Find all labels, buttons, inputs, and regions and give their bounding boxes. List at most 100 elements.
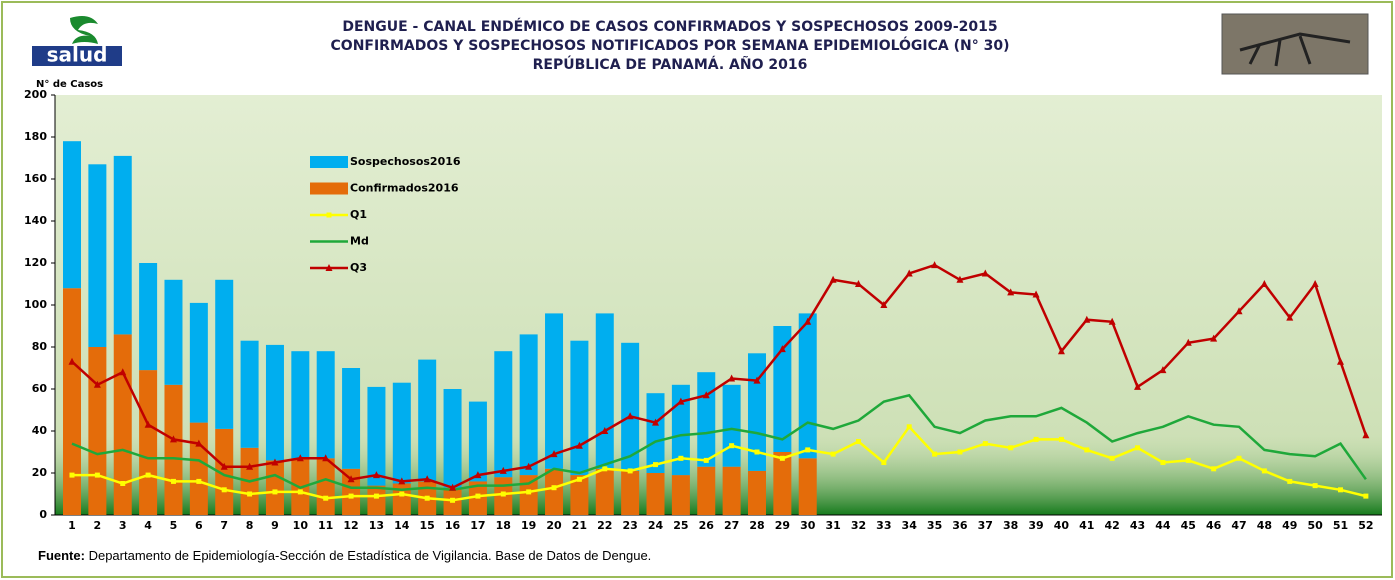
marker [171, 479, 176, 484]
x-tick-label: 5 [170, 519, 178, 532]
x-tick-label: 11 [318, 519, 333, 532]
bar [88, 164, 106, 347]
source-text: Departamento de Epidemiología-Sección de… [89, 548, 652, 563]
marker [907, 424, 912, 429]
bar [63, 288, 81, 515]
marker [120, 481, 125, 486]
y-tick-label: 120 [24, 256, 47, 269]
bar [469, 402, 487, 482]
x-tick-label: 22 [597, 519, 612, 532]
x-tick-label: 14 [394, 519, 410, 532]
x-tick-label: 27 [724, 519, 739, 532]
marker [729, 443, 734, 448]
marker [501, 492, 506, 497]
legend-label: Sospechosos2016 [350, 155, 461, 168]
x-tick-label: 39 [1028, 519, 1043, 532]
x-tick-label: 33 [876, 519, 891, 532]
bar [291, 351, 309, 458]
marker [95, 473, 100, 478]
marker [146, 473, 151, 478]
marker [1313, 483, 1318, 488]
bar [317, 458, 335, 515]
bar [367, 486, 385, 515]
x-tick-label: 40 [1054, 519, 1070, 532]
marker [1338, 487, 1343, 492]
marker [577, 477, 582, 482]
bar [520, 334, 538, 475]
bar [748, 471, 766, 515]
legend-label: Q3 [350, 261, 367, 274]
marker [932, 452, 937, 457]
marker [399, 492, 404, 497]
marker [1059, 437, 1064, 442]
marker [1034, 437, 1039, 442]
marker [1262, 468, 1267, 473]
x-tick-label: 49 [1282, 519, 1297, 532]
marker [780, 456, 785, 461]
marker [247, 492, 252, 497]
marker [856, 439, 861, 444]
x-tick-label: 31 [825, 519, 840, 532]
x-tick-label: 47 [1231, 519, 1246, 532]
bar [545, 469, 563, 515]
x-tick-label: 1 [68, 519, 76, 532]
marker [678, 456, 683, 461]
y-tick-label: 20 [32, 466, 48, 479]
source: Fuente: Departamento de Epidemiología-Se… [38, 548, 651, 563]
x-tick-label: 13 [369, 519, 384, 532]
legend-label: Q1 [350, 208, 367, 221]
marker [957, 450, 962, 455]
bar [545, 313, 563, 468]
y-tick-label: 80 [32, 340, 48, 353]
marker [1160, 460, 1165, 465]
mosquito-photo [1222, 14, 1368, 74]
x-tick-label: 37 [978, 519, 993, 532]
marker [349, 494, 354, 499]
x-tick-label: 6 [195, 519, 203, 532]
x-tick-label: 24 [648, 519, 664, 532]
x-tick-label: 44 [1155, 519, 1171, 532]
legend-swatch [310, 183, 348, 195]
marker [222, 487, 227, 492]
x-tick-label: 19 [521, 519, 536, 532]
x-tick-label: 3 [119, 519, 127, 532]
x-tick-label: 45 [1181, 519, 1196, 532]
bar [63, 141, 81, 288]
y-tick-label: 180 [24, 130, 47, 143]
x-tick-label: 50 [1307, 519, 1323, 532]
marker [1084, 447, 1089, 452]
marker [196, 479, 201, 484]
bar [266, 460, 284, 515]
marker [475, 494, 480, 499]
bar [596, 469, 614, 515]
bar [723, 467, 741, 515]
marker [1211, 466, 1216, 471]
marker [805, 447, 810, 452]
legend-label: Confirmados2016 [350, 182, 459, 195]
marker [1186, 458, 1191, 463]
legend-swatch [310, 156, 348, 168]
x-tick-label: 7 [220, 519, 228, 532]
legend-label: Md [350, 235, 369, 248]
x-tick-label: 26 [699, 519, 715, 532]
bar [418, 360, 436, 482]
marker [653, 462, 658, 467]
bar [621, 471, 639, 515]
marker [327, 213, 332, 218]
y-tick-label: 40 [32, 424, 48, 437]
bar [190, 423, 208, 515]
marker [831, 452, 836, 457]
bar [697, 467, 715, 515]
bar [342, 368, 360, 469]
x-tick-label: 25 [673, 519, 688, 532]
bar [164, 385, 182, 515]
bar [723, 385, 741, 467]
marker [754, 450, 759, 455]
x-tick-label: 23 [622, 519, 637, 532]
source-label: Fuente: [38, 548, 85, 563]
y-tick-label: 100 [24, 298, 47, 311]
marker [1363, 494, 1368, 499]
x-tick-label: 8 [246, 519, 254, 532]
marker [1008, 445, 1013, 450]
marker [323, 496, 328, 501]
